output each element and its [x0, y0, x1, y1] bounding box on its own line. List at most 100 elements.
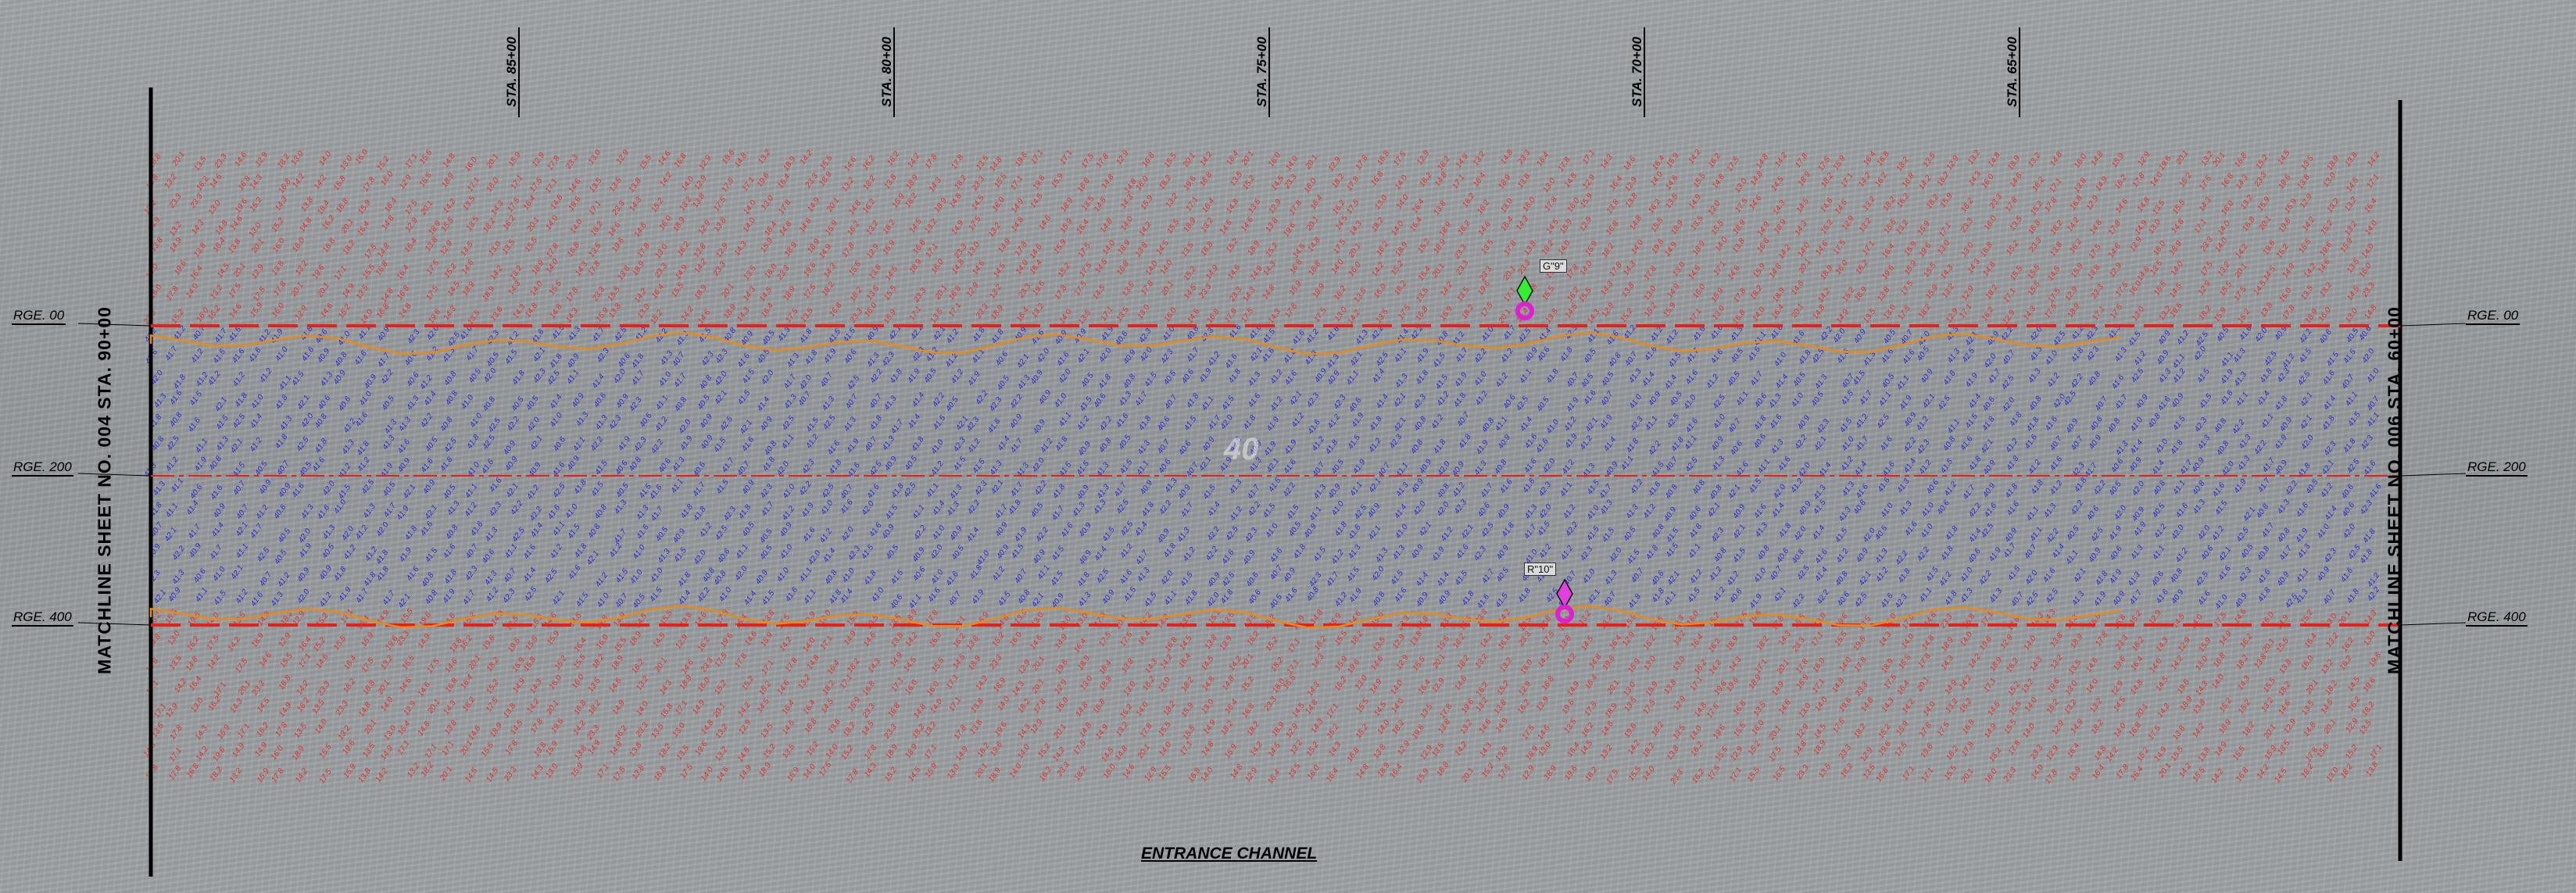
sounding: 41.5	[760, 589, 776, 607]
sounding: 17.5	[1540, 630, 1556, 648]
sounding: 17.8	[529, 717, 545, 735]
sounding: 42.3	[485, 329, 501, 347]
sounding: 18.9	[2006, 154, 2022, 172]
sounding: 41.5	[736, 389, 752, 407]
sounding: 17.8	[361, 176, 377, 194]
sounding: 42.1	[1367, 524, 1383, 541]
sounding: 17.5	[1816, 155, 1832, 173]
sounding: 17.5	[1705, 702, 1721, 720]
sounding: 12.9	[1284, 722, 1300, 740]
sounding: 16.4	[776, 173, 792, 191]
sounding: 13.8	[889, 631, 905, 649]
sounding: 15.2	[485, 678, 500, 696]
sounding: 16.2	[1689, 740, 1705, 758]
sounding: 41.4	[1602, 435, 1618, 453]
sounding: 17.5	[234, 657, 249, 675]
sounding: 16.0	[1811, 656, 1826, 674]
sounding: 14.9	[168, 236, 184, 254]
sounding: 16.8	[886, 702, 902, 720]
sounding: 18.2	[481, 216, 497, 234]
sounding: 40.6	[1753, 391, 1769, 409]
sounding: 41.8	[1304, 349, 1319, 367]
sounding: 14.8	[736, 746, 752, 764]
sounding: 14.9	[738, 763, 753, 781]
sounding: 40.7	[2023, 543, 2038, 561]
sounding: 14.9	[587, 738, 603, 756]
sounding: 17.8	[165, 284, 181, 302]
sounding: 41.2	[2027, 458, 2042, 476]
sounding: 40.6	[1247, 588, 1263, 606]
sounding: 14.0	[802, 763, 818, 780]
sounding: 14.0	[1376, 719, 1391, 737]
sounding: 42.0	[2028, 325, 2044, 343]
sounding: 40.6	[1687, 505, 1703, 523]
sounding: 14.8	[298, 216, 313, 234]
sounding: 42.2	[649, 438, 665, 455]
sounding: 16.8	[1307, 259, 1322, 277]
sounding: 42.0	[2023, 569, 2039, 587]
sounding: 14.5	[970, 194, 986, 212]
sounding: 40.7	[1013, 567, 1029, 585]
sounding: 42.1	[1393, 416, 1408, 433]
sounding: 20.1	[1030, 677, 1046, 695]
sounding: 41.8	[2345, 588, 2361, 605]
sounding: 14.2	[1051, 745, 1067, 763]
sounding: 40.7	[797, 390, 813, 408]
sounding: 41.3	[1988, 587, 2004, 605]
green-buoy-icon[interactable]	[1511, 273, 1542, 320]
sounding: 18.9	[1940, 636, 1955, 654]
sounding: 14.5	[1218, 219, 1234, 237]
sounding: 13.5	[1752, 700, 1768, 718]
sounding: 15.2	[1819, 218, 1835, 236]
sounding: 42.5	[2195, 330, 2210, 348]
sounding: 41.9	[822, 347, 838, 365]
sounding: 14.5	[820, 697, 835, 715]
sounding: 41.0	[250, 393, 266, 411]
sounding: 41.6	[2220, 389, 2235, 407]
sounding: 19.6	[2277, 173, 2292, 191]
sounding: 40.8	[1852, 498, 1868, 516]
sounding: 41.1	[1619, 455, 1635, 472]
sounding: 13.8	[489, 305, 505, 323]
sounding: 13.0	[1622, 680, 1637, 698]
sounding: 14.0	[2113, 722, 2128, 740]
sounding: 40.9	[1029, 369, 1045, 387]
sounding: 41.5	[805, 416, 821, 434]
sounding: 17.8	[1960, 740, 1976, 758]
sounding: 13.5	[742, 264, 758, 282]
sounding: 41.2	[945, 327, 961, 345]
sounding: 13.8	[2252, 652, 2268, 670]
sounding: 41.2	[190, 347, 206, 365]
sounding: 42.5	[1937, 394, 1952, 412]
sounding: 13.2	[294, 259, 309, 277]
sounding: 41.3	[1946, 347, 1962, 365]
sounding: 13.0	[1157, 676, 1172, 694]
sounding: 41.6	[1393, 586, 1408, 604]
sounding: 12.9	[697, 154, 713, 172]
sounding: 41.8	[1076, 570, 1092, 588]
sounding: 41.8	[511, 369, 527, 387]
sounding: 17.1	[466, 176, 481, 193]
sounding: 40.8	[439, 416, 455, 434]
sounding: 12.9	[1621, 630, 1637, 648]
sounding: 41.1	[1735, 390, 1751, 407]
sounding: 17.5	[1583, 700, 1599, 718]
sounding: 40.5	[1580, 372, 1595, 390]
sounding: 16.0	[930, 258, 946, 276]
sounding: 17.1	[924, 242, 939, 259]
sounding: 41.2	[2172, 367, 2188, 385]
station-label-85: STA. 85+00	[504, 37, 519, 107]
sounding: 41.8	[1798, 348, 1813, 366]
sounding: 13.0	[189, 696, 205, 714]
sounding: 14.9	[1291, 614, 1307, 632]
sounding: 42.3	[801, 458, 817, 476]
sounding: 41.3	[1625, 503, 1640, 521]
sounding: 13.8	[2259, 301, 2274, 319]
sounding: 42.3	[1894, 592, 1909, 610]
sounding: 14.6	[1748, 194, 1763, 212]
sounding: 41.0	[358, 390, 374, 408]
sounding: 42.3	[463, 565, 479, 583]
sounding: 16.2	[1118, 702, 1134, 720]
sounding: 13.5	[1430, 741, 1446, 759]
red-buoy-icon[interactable]	[1551, 577, 1582, 623]
